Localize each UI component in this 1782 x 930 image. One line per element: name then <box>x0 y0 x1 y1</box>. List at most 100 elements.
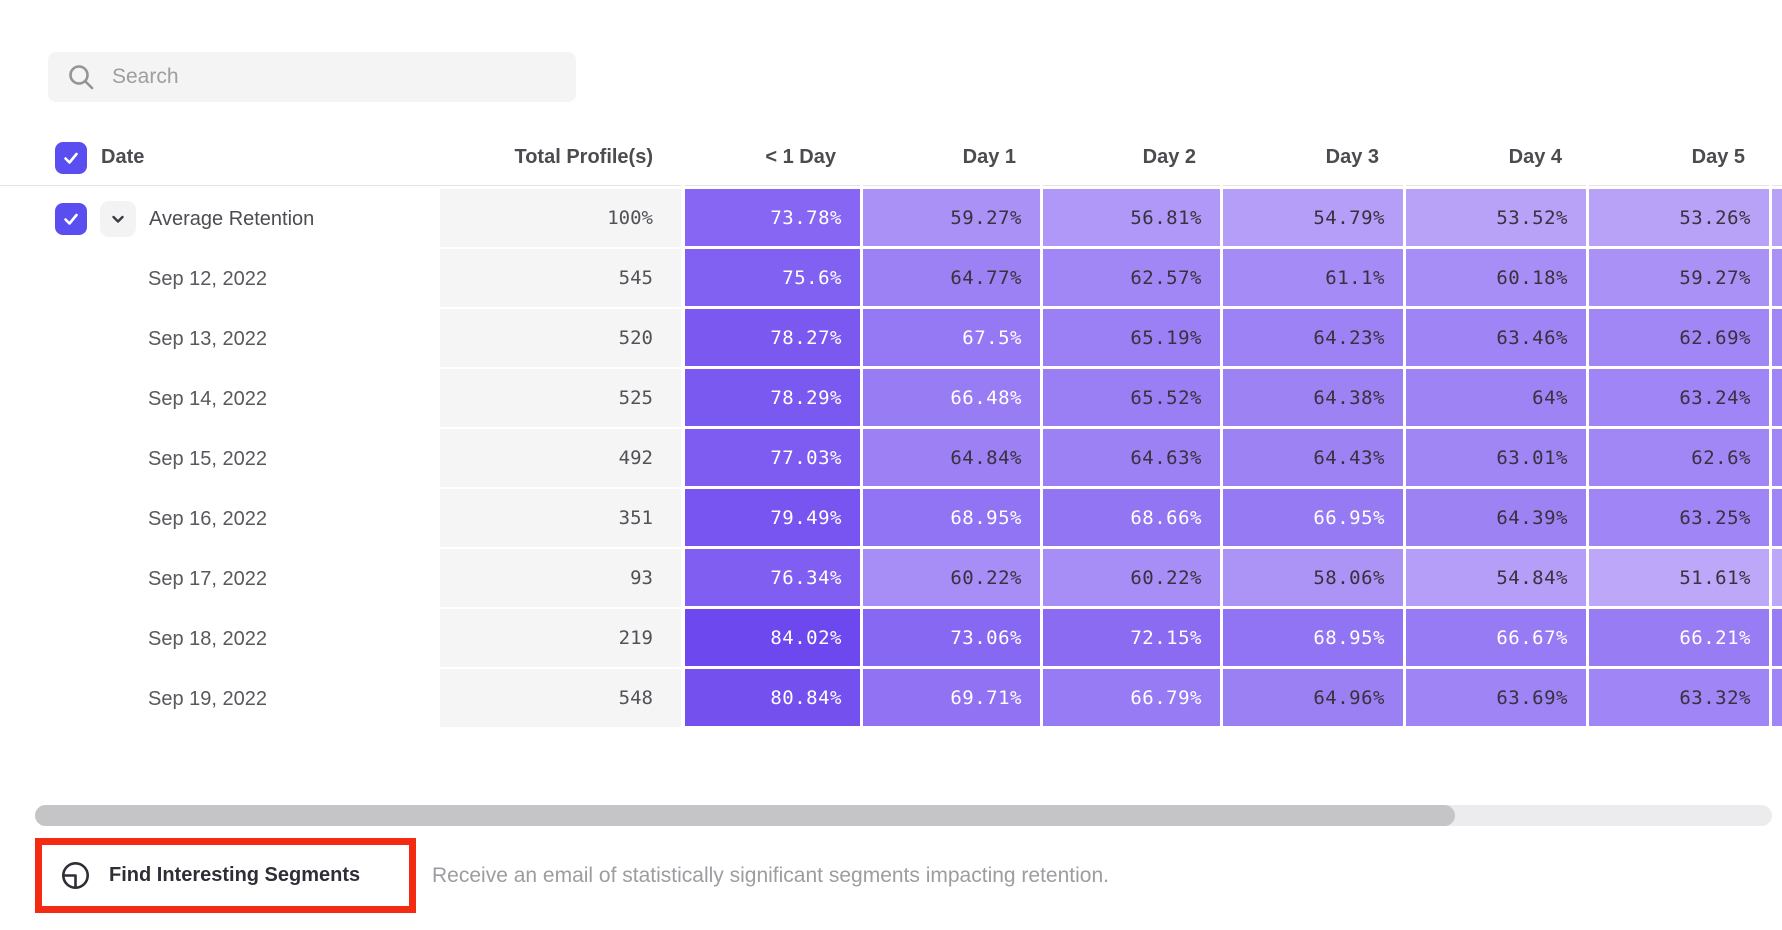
retention-cell-cutoff <box>1772 249 1782 309</box>
total-profiles-cell: 219 <box>440 609 681 669</box>
retention-cell: 68.95% <box>863 489 1040 549</box>
retention-cell-cutoff <box>1772 669 1782 729</box>
row-label-cell: Sep 12, 2022 <box>0 249 440 309</box>
retention-cell: 59.27% <box>1589 249 1769 309</box>
row-label: Sep 18, 2022 <box>148 627 267 650</box>
retention-cell: 53.52% <box>1406 189 1586 249</box>
header-day-2: Day 2 <box>1043 130 1220 186</box>
average-retention-row: Average Retention 100% 73.78% 59.27% 56.81% 5… <box>0 189 1782 249</box>
table-row: Sep 13, 2022 520 78.27% 67.5% 65.19% 64.23% 63… <box>0 309 1782 369</box>
retention-cell: 72.15% <box>1043 609 1220 669</box>
retention-cell: 76.34% <box>685 549 860 609</box>
row-label: Sep 15, 2022 <box>148 447 267 470</box>
retention-cell: 68.66% <box>1043 489 1220 549</box>
retention-cell: 56.81% <box>1043 189 1220 249</box>
retention-cell: 64.63% <box>1043 429 1220 489</box>
row-checkbox[interactable] <box>55 203 87 235</box>
retention-cell: 66.79% <box>1043 669 1220 729</box>
retention-cell: 66.95% <box>1223 489 1403 549</box>
retention-cell: 63.24% <box>1589 369 1769 429</box>
retention-cell: 54.84% <box>1406 549 1586 609</box>
retention-cell: 64.38% <box>1223 369 1403 429</box>
header-day-3: Day 3 <box>1223 130 1403 186</box>
total-profiles-cell: 492 <box>440 429 681 489</box>
total-profiles-cell: 100% <box>440 189 681 249</box>
retention-cell: 58.06% <box>1223 549 1403 609</box>
search-input[interactable] <box>112 65 532 89</box>
segment-pie-icon <box>62 862 89 889</box>
total-profiles-cell: 351 <box>440 489 681 549</box>
horizontal-scrollbar-track[interactable] <box>35 805 1772 826</box>
header-day-4: Day 4 <box>1406 130 1586 186</box>
retention-cell-cutoff <box>1772 369 1782 429</box>
search-bar[interactable] <box>48 52 576 102</box>
table-row: Sep 16, 2022 351 79.49% 68.95% 68.66% 66.95% 6… <box>0 489 1782 549</box>
retention-cell: 73.06% <box>863 609 1040 669</box>
retention-cell: 63.32% <box>1589 669 1769 729</box>
retention-cell: 61.1% <box>1223 249 1403 309</box>
segments-description: Receive an email of statistically signif… <box>432 863 1109 887</box>
retention-cell: 51.61% <box>1589 549 1769 609</box>
row-label: Sep 17, 2022 <box>148 567 267 590</box>
retention-cell: 67.5% <box>863 309 1040 369</box>
retention-cell-cutoff <box>1772 309 1782 369</box>
table-row: Sep 12, 2022 545 75.6% 64.77% 62.57% 61.1% 60.… <box>0 249 1782 309</box>
select-all-checkbox[interactable] <box>55 141 87 174</box>
retention-cell: 63.69% <box>1406 669 1586 729</box>
retention-cell: 54.79% <box>1223 189 1403 249</box>
retention-cell: 62.57% <box>1043 249 1220 309</box>
row-label-cell: Sep 15, 2022 <box>0 429 440 489</box>
retention-cell: 60.22% <box>863 549 1040 609</box>
retention-cell: 64.43% <box>1223 429 1403 489</box>
table-body: Average Retention 100% 73.78% 59.27% 56.81% 5… <box>0 189 1782 729</box>
total-profiles-cell: 520 <box>440 309 681 369</box>
retention-table: Date Total Profile(s) < 1 Day Day 1 Day … <box>0 130 1782 729</box>
retention-cell-cutoff <box>1772 429 1782 489</box>
chevron-down-icon <box>112 215 124 223</box>
table-row: Sep 14, 2022 525 78.29% 66.48% 65.52% 64.38% 6… <box>0 369 1782 429</box>
find-interesting-segments-button[interactable]: Find Interesting Segments <box>42 860 360 891</box>
retention-cell: 64.23% <box>1223 309 1403 369</box>
check-icon <box>64 152 78 164</box>
table-row: Sep 15, 2022 492 77.03% 64.84% 64.63% 64.43% 6… <box>0 429 1782 489</box>
retention-cell: 68.95% <box>1223 609 1403 669</box>
table-row: Sep 19, 2022 548 80.84% 69.71% 66.79% 64.96% 6… <box>0 669 1782 729</box>
retention-cell: 75.6% <box>685 249 860 309</box>
retention-cell-cutoff <box>1772 189 1782 249</box>
search-icon <box>69 65 94 90</box>
header-day-5: Day 5 <box>1589 130 1769 186</box>
row-label-cell: Sep 17, 2022 <box>0 549 440 609</box>
retention-cell: 73.78% <box>685 189 860 249</box>
row-label-cell: Sep 14, 2022 <box>0 369 440 429</box>
row-label-cell: Sep 16, 2022 <box>0 489 440 549</box>
retention-cell-cutoff <box>1772 609 1782 669</box>
horizontal-scrollbar-thumb[interactable] <box>35 805 1455 826</box>
row-label: Sep 19, 2022 <box>148 687 267 710</box>
retention-cell: 64.77% <box>863 249 1040 309</box>
table-row: Sep 17, 2022 93 76.34% 60.22% 60.22% 58.06% 54… <box>0 549 1782 609</box>
row-label: Average Retention <box>149 207 315 230</box>
header-lt-1-day: < 1 Day <box>685 130 860 186</box>
retention-cell: 66.48% <box>863 369 1040 429</box>
expand-collapse-button[interactable] <box>100 201 136 237</box>
retention-cell: 59.27% <box>863 189 1040 249</box>
retention-cell: 60.18% <box>1406 249 1586 309</box>
row-label-cell: Sep 13, 2022 <box>0 309 440 369</box>
retention-cell: 77.03% <box>685 429 860 489</box>
total-profiles-cell: 545 <box>440 249 681 309</box>
annotation-highlight-box: Find Interesting Segments <box>35 838 416 913</box>
header-day-1: Day 1 <box>863 130 1040 186</box>
retention-cell: 78.27% <box>685 309 860 369</box>
retention-cell: 62.6% <box>1589 429 1769 489</box>
total-profiles-cell: 93 <box>440 549 681 609</box>
table-row: Sep 18, 2022 219 84.02% 73.06% 72.15% 68.95% 6… <box>0 609 1782 669</box>
retention-cell: 63.25% <box>1589 489 1769 549</box>
total-profiles-cell: 548 <box>440 669 681 729</box>
row-label: Sep 16, 2022 <box>148 507 267 530</box>
retention-cell: 66.21% <box>1589 609 1769 669</box>
retention-cell: 66.67% <box>1406 609 1586 669</box>
retention-cell: 62.69% <box>1589 309 1769 369</box>
row-label-cell: Average Retention <box>0 189 440 249</box>
retention-cell: 60.22% <box>1043 549 1220 609</box>
retention-cell: 64.39% <box>1406 489 1586 549</box>
